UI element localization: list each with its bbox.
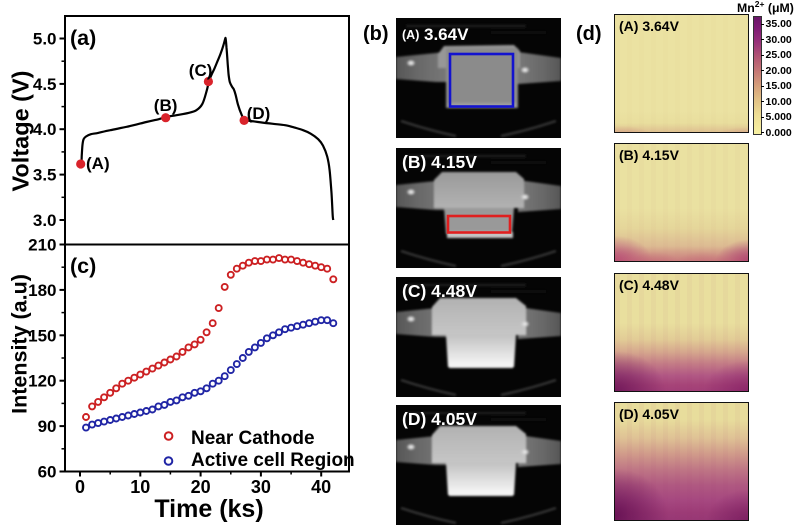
svg-text:10: 10 (130, 477, 150, 497)
svg-text:Voltage (V): Voltage (V) (8, 71, 34, 192)
svg-text:Intensity (a.u): Intensity (a.u) (8, 274, 32, 414)
svg-text:(A): (A) (402, 28, 419, 42)
svg-text:30: 30 (251, 477, 271, 497)
svg-text:(C) 4.48V: (C) 4.48V (402, 281, 477, 301)
svg-text:3.64V: 3.64V (424, 25, 469, 44)
svg-text:180: 180 (28, 281, 56, 300)
svg-text:(D): (D) (247, 104, 271, 123)
svg-text:(C): (C) (189, 61, 213, 80)
svg-text:210: 210 (28, 236, 56, 255)
svg-text:Active cell Region: Active cell Region (191, 450, 355, 471)
svg-text:(a): (a) (70, 26, 96, 50)
svg-text:20: 20 (191, 477, 211, 497)
svg-text:(A): (A) (86, 154, 110, 173)
svg-text:Time (ks): Time (ks) (154, 495, 263, 523)
svg-text:90: 90 (38, 417, 57, 436)
svg-text:3.0: 3.0 (33, 211, 57, 230)
svg-text:120: 120 (28, 372, 56, 391)
svg-text:4.0: 4.0 (33, 120, 57, 139)
svg-text:3.5: 3.5 (33, 166, 57, 185)
svg-text:(B) 4.15V: (B) 4.15V (402, 152, 477, 172)
svg-text:(D) 4.05V: (D) 4.05V (402, 409, 477, 429)
svg-text:5.0: 5.0 (33, 30, 57, 49)
svg-text:150: 150 (28, 326, 56, 345)
svg-text:(B): (B) (154, 96, 178, 115)
svg-text:40: 40 (311, 477, 331, 497)
svg-text:0: 0 (75, 477, 85, 497)
svg-text:60: 60 (38, 463, 57, 482)
svg-text:Near Cathode: Near Cathode (191, 428, 315, 449)
svg-text:(c): (c) (70, 254, 96, 278)
svg-text:4.5: 4.5 (33, 75, 57, 94)
